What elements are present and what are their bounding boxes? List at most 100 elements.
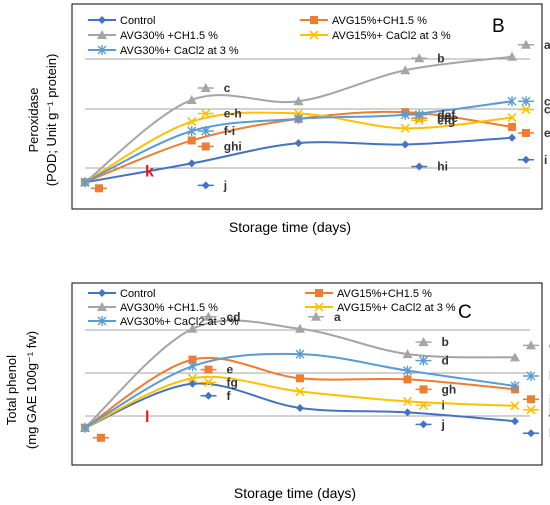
data-point — [296, 374, 304, 383]
legend-item: AVG30% +CH1.5 % — [88, 302, 218, 314]
legend: Control AVG15%+CH1.5 % AVG30% +CH1.5 % AVG1… — [88, 288, 456, 328]
significance-label: gh — [442, 382, 457, 396]
significance-label: fg — [227, 375, 238, 389]
data-point — [187, 126, 197, 136]
significance-label: c — [544, 94, 550, 108]
data-point — [296, 404, 304, 412]
data-point — [188, 379, 197, 388]
legend-item: AVG30% +CH1.5 % — [88, 30, 218, 42]
significance-label: c — [224, 81, 231, 95]
data-point — [403, 408, 412, 417]
plot-frame — [71, 3, 543, 210]
significance-label: i — [442, 398, 445, 412]
label-marker — [311, 311, 321, 321]
plot-frame — [71, 282, 543, 466]
data-point — [507, 96, 517, 107]
data-point — [293, 96, 304, 106]
data-point — [187, 116, 197, 127]
label-marker — [526, 340, 536, 350]
legend-label: AVG15%+CH1.5 % — [332, 15, 427, 27]
legend-marker — [97, 316, 107, 326]
data-point — [187, 373, 198, 383]
y-axis-label-line2: (POD; Unit g⁻¹ protein) — [44, 54, 59, 187]
data-point — [402, 349, 413, 359]
label-marker — [203, 311, 214, 321]
legend-marker — [98, 289, 106, 297]
significance-label: f — [227, 389, 232, 403]
data-point — [187, 323, 198, 333]
data-point — [295, 349, 305, 360]
legend-item: AVG15%+ CaCl2 at 3 % — [300, 30, 451, 42]
data-point — [510, 401, 520, 411]
data-point — [508, 122, 516, 131]
label-marker — [201, 108, 211, 119]
data-point — [511, 417, 519, 426]
panel-c: C fjkleghicdabcfgijdh ControlAVG15%+CH1.… — [4, 282, 550, 501]
data-point — [400, 65, 411, 75]
x-axis-label: Storage time (days) — [234, 485, 356, 501]
y-axis-label-line1: Peroxidase — [26, 87, 41, 152]
significance-label: b — [442, 335, 449, 349]
legend-label: AVG30%+ CaCl2 at 3 % — [120, 45, 239, 57]
data-point — [294, 139, 303, 148]
significance-label: cd — [227, 310, 241, 324]
label-marker — [526, 405, 536, 415]
label-marker — [419, 355, 428, 366]
legend-label: Control — [120, 15, 155, 27]
legend-label: AVG15%+CH1.5 % — [337, 288, 432, 300]
label-marker — [204, 365, 213, 374]
legend-marker — [97, 30, 107, 39]
label-marker — [419, 385, 428, 394]
legend-marker — [315, 289, 323, 297]
label-marker — [527, 429, 535, 438]
label-marker — [201, 142, 210, 151]
significance-label: a — [544, 38, 550, 52]
label-marker — [419, 420, 428, 429]
legend-item: AVG15%+CH1.5 % — [300, 15, 427, 27]
legend-item: Control — [88, 288, 155, 300]
panel-letter: C — [458, 302, 472, 323]
legend-marker — [98, 16, 106, 24]
label-marker — [203, 377, 214, 387]
data-point — [507, 51, 517, 61]
significance-label: a — [334, 310, 341, 324]
legend-marker — [97, 45, 107, 55]
label-marker — [201, 181, 210, 190]
data-point — [188, 361, 197, 372]
significance-label: e — [227, 363, 234, 377]
label-marker — [522, 155, 530, 164]
legend-item: AVG30%+ CaCl2 at 3 % — [88, 45, 239, 57]
legend-marker — [310, 16, 318, 24]
label-marker — [204, 391, 213, 400]
significance-label: l — [145, 409, 149, 426]
data-point — [510, 352, 520, 362]
significance-label: j — [223, 178, 227, 192]
legend: Control AVG15%+CH1.5 % AVG30% +CH1.5 % AVG1… — [88, 15, 451, 57]
data-point — [80, 422, 90, 433]
significance-label: efg — [437, 113, 455, 127]
label-marker — [97, 433, 105, 442]
data-point — [510, 381, 520, 391]
label-marker — [418, 400, 429, 410]
panel-letter: B — [492, 16, 505, 37]
label-marker — [200, 82, 211, 92]
significance-label: f-i — [224, 124, 235, 138]
significance-label: b — [437, 51, 444, 65]
significance-label: d — [442, 354, 449, 368]
significance-label: hi — [437, 160, 448, 174]
data-point — [188, 355, 197, 364]
significance-label: ghi — [224, 139, 242, 153]
legend-label: AVG15%+ CaCl2 at 3 % — [337, 302, 456, 314]
data-point — [401, 140, 410, 149]
y-axis-label-line1: Total phenol — [4, 355, 19, 425]
data-point — [295, 386, 305, 397]
data-point — [402, 396, 413, 406]
label-marker — [521, 104, 531, 115]
label-marker — [414, 109, 424, 120]
data-point — [187, 136, 196, 145]
label-marker — [522, 128, 530, 137]
data-point — [186, 94, 197, 104]
